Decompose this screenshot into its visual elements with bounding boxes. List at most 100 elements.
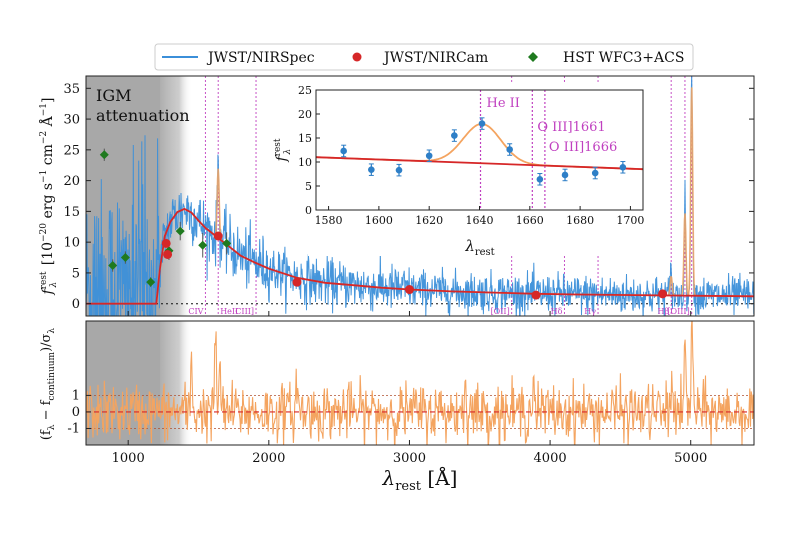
top-ytick-label: 0 [72, 297, 80, 312]
nircam-point [213, 231, 223, 241]
hst-point [222, 238, 232, 248]
line-marker-label-6: Hβ [658, 307, 670, 316]
inset-point [368, 166, 375, 173]
inset-xtick-label: 1580 [315, 214, 343, 227]
main-xlabel-main: λ [382, 466, 396, 490]
legend: JWST/NIRSpec JWST/NIRCam HST WFC3+ACS [154, 43, 694, 71]
inset-point [536, 175, 544, 183]
inset-ytick-label: 5 [305, 180, 312, 193]
res-ylabel-1: (f [39, 429, 54, 440]
res-ylabel-mid: − f [39, 399, 54, 424]
igm-label-line2: attenuation [96, 106, 190, 125]
top-ylabel-exp3: −2 [39, 131, 49, 144]
legend-nircam-marker [352, 52, 362, 62]
inset-point [506, 146, 513, 153]
res-ylabel-sub3: λ [47, 328, 57, 334]
top-ytick-label: 15 [63, 205, 80, 220]
main-xlabel-units: [Å] [427, 465, 457, 490]
inset-line-label-1: O III]1661 [537, 120, 605, 135]
top-ylabel-exp2: −1 [39, 170, 49, 183]
main-xlabel-sub: rest [395, 479, 422, 494]
svg-text:frestλ: frestλ [273, 138, 293, 162]
residual-xtick-label: 1000 [112, 451, 145, 466]
top-ylabel: frestλ [10−20 erg s−1 cm−2 Å−1] [38, 97, 59, 295]
line-marker-label-4: Hδ [551, 307, 563, 316]
nirspec-spectrum [86, 76, 754, 316]
residual-ytick-label: 0 [72, 405, 80, 420]
top-ylabel-units2: erg s [40, 183, 56, 219]
legend-hst-label: HST WFC3+ACS [563, 50, 684, 66]
inset-ylabel-super: rest [273, 138, 283, 156]
inset-point [478, 120, 486, 127]
line-marker-label-5: Hγ [584, 307, 596, 316]
nircam-point [404, 285, 414, 295]
res-ylabel-sub2: continuum [47, 351, 57, 400]
legend-nircam-label: JWST/NIRCam [382, 50, 488, 66]
inset-xtick-label: 1600 [365, 214, 393, 227]
residual-xtick-label: 4000 [534, 451, 567, 466]
model-continuum-curve [86, 207, 754, 305]
top-ylabel-super: rest [39, 271, 49, 289]
inset-line-label-2: O III]1666 [549, 140, 617, 155]
inset-xtick-label: 1700 [616, 214, 644, 227]
residual-spectrum [86, 321, 754, 445]
inset-point [561, 171, 569, 179]
top-ytick-label: 25 [63, 143, 80, 158]
res-ylabel-end: )/σ [39, 333, 54, 351]
hst-point [99, 150, 109, 160]
inset-ytick-label: 25 [298, 84, 312, 97]
top-ylabel-f: f [40, 287, 56, 296]
line-marker-label-3: [OII] [491, 307, 510, 316]
hst-point [198, 240, 208, 250]
inset-point [619, 163, 627, 171]
line-marker-label-1: HeII [220, 307, 238, 316]
hst-point [108, 261, 118, 271]
top-ylabel-exp4: −1 [39, 103, 49, 116]
top-ytick-label: 10 [63, 236, 80, 251]
inset-xtick-label: 1640 [466, 214, 494, 227]
top-ytick-label: 5 [72, 266, 80, 281]
inset-point [451, 132, 458, 139]
residual-panel: 1000 2000 3000 4000 5000-101 (fλ − fcontinuu… [39, 320, 755, 494]
inset-continuum-fit [316, 156, 643, 171]
inset-point [591, 169, 599, 177]
top-axes-frame [85, 75, 755, 317]
top-ytick-label: 30 [63, 113, 80, 128]
inset-ylabel: frestλ [273, 138, 293, 162]
hst-point [175, 226, 185, 236]
top-ylabel-sub: λ [49, 282, 59, 289]
inset-point [340, 147, 347, 155]
inset-ylabel-main: f [274, 154, 290, 163]
inset-background [308, 84, 649, 256]
line-marker-label-8: [OIII] [667, 307, 689, 316]
top-ytick-label: 20 [63, 174, 80, 189]
top-ylabel-units: [10 [40, 242, 56, 265]
residual-xtick-label: 5000 [674, 451, 707, 466]
inset-xlabel: λrest [464, 237, 494, 258]
line-marker-label-2: CIII] [235, 307, 254, 316]
residual-xtick-label: 3000 [393, 451, 426, 466]
inset-ylabel-sub: λ [283, 149, 293, 156]
svg-text:(fλ − fcontinuum)/σλ: (fλ − fcontinuum)/σλ [39, 328, 57, 441]
main-xlabel: λrest [Å] [382, 465, 458, 494]
res-ylabel-sub1: λ [47, 424, 57, 430]
hst-point [120, 253, 130, 263]
top-ylabel-exp1: −20 [39, 223, 49, 242]
igm-label-line1: IGM [96, 86, 131, 105]
line-marker-label-0: CIV [188, 307, 203, 316]
inset-line-label-0: He II [487, 96, 520, 111]
inset-point [425, 152, 433, 160]
inset-ytick-label: 10 [298, 156, 312, 169]
nircam-point [292, 277, 302, 287]
inset-xtick-label: 1680 [566, 214, 594, 227]
inset-point [395, 166, 403, 174]
inset-xtick-label: 1620 [415, 214, 443, 227]
inset-panel: He II O III]1661 O III]1666 1580 1600 1620 16… [273, 84, 649, 258]
nircam-point [531, 290, 541, 300]
residual-xtick-label: 2000 [252, 451, 285, 466]
top-ytick-label: 35 [63, 82, 80, 97]
nircam-point [163, 249, 173, 259]
residual-ylabel: (fλ − fcontinuum)/σλ [39, 328, 57, 441]
